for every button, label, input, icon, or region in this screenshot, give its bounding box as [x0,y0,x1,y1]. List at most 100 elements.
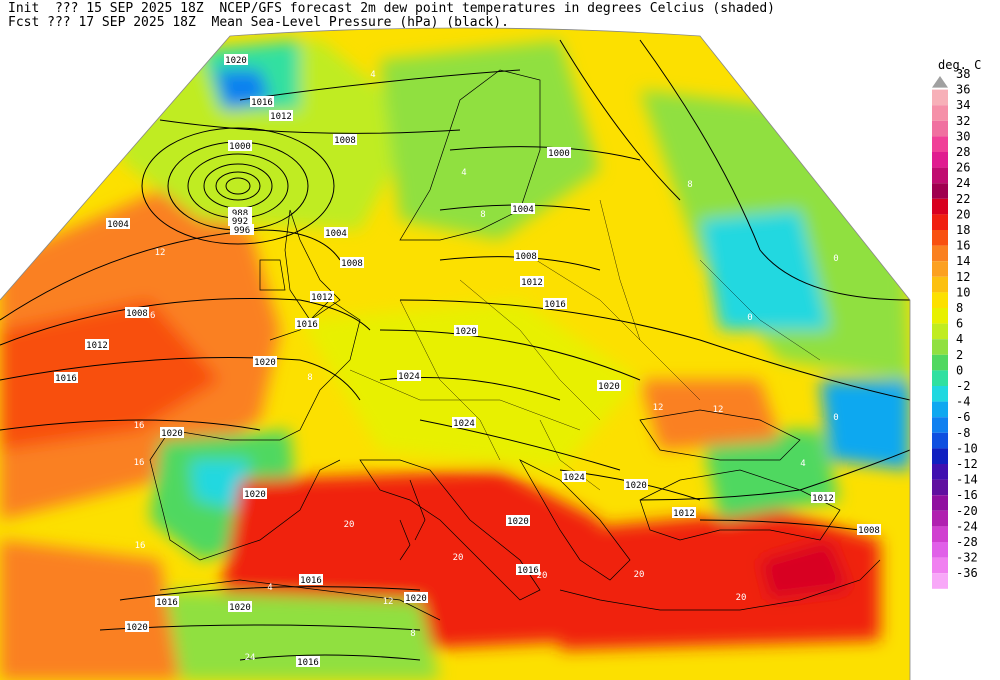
isobar-label: 1020 [126,623,148,633]
country-borders [349,199,821,491]
legend-label: -12 [956,457,978,471]
dewpoint-contour-label: 16 [135,541,146,551]
isobar-label: 1004 [512,205,534,215]
legend-swatch [932,510,948,527]
legend-swatch [932,292,948,308]
isobar-label-bg [106,218,130,229]
dewpoint-contour-label: 20 [537,571,548,581]
isobar-label-bg [452,417,476,428]
legend-label: 34 [956,98,970,112]
isobar-label: 1020 [405,594,427,604]
legend-label: 14 [956,254,970,268]
isobar-label-bg [125,307,149,318]
isobar-label: 1012 [86,341,108,351]
legend-label: -20 [956,504,978,518]
isobar-label: 1016 [55,374,77,384]
legend-top-arrow [932,76,948,88]
atlantic-red-region [0,300,220,450]
isobar-label-bg [514,250,538,261]
legend-label: -2 [956,379,970,393]
isobar-label: 996 [234,226,250,236]
isobar-label-bg [85,339,109,350]
legend-label: 20 [956,207,970,221]
isobar-label: 1020 [225,56,247,66]
legend-swatch [932,386,948,402]
legend-label: 6 [956,317,963,331]
legend-label: 32 [956,114,970,128]
map-frame [0,27,911,680]
legend-swatch [932,495,948,511]
legend-swatch [932,276,948,293]
legend-label: -6 [956,410,970,424]
north-africa-green [140,590,440,680]
anatolia-green [700,430,840,520]
black-sea-orange [640,380,780,450]
legend-swatch [932,261,948,277]
isobar-label: 1012 [521,278,543,288]
legend-swatch [932,323,948,340]
dewpoint-contour-label: 0 [833,254,838,264]
isobar-label: 1016 [300,576,322,586]
isobar-label: 1016 [517,566,539,576]
dewpoint-contour-label: 8 [687,180,692,190]
coastlines [149,69,881,621]
isobar-label-bg [228,601,252,612]
dewpoint-contour-label: 12 [713,405,724,415]
dewpoint-labels: 4 8 4 0 8 12 12 16 16 16 12 8 4 0 20 20 20 16 12 8 4 0 20 24 20 [134,70,839,663]
legend-label: -32 [956,551,978,565]
legend-swatch [932,432,948,449]
legend-label: -8 [956,426,970,440]
legend-swatch [932,464,948,480]
header-line-fcst: Fcst ??? 17 SEP 2025 18Z Mean Sea-Level … [8,15,509,30]
isobar-label: 1012 [673,509,695,519]
isobar-label-bg [404,592,428,603]
legend-label: 28 [956,145,970,159]
levant-deep-red [760,540,850,600]
dewpoint-contour-label: 0 [747,313,752,323]
isobar-label-bg [857,524,881,535]
legend-label: 18 [956,223,970,237]
isobar-label-bg [253,356,277,367]
legend-label: 16 [956,239,970,253]
caucasus-blue [820,380,910,470]
isobar-label: 1012 [270,112,292,122]
legend-swatch [932,417,948,433]
dewpoint-contour-label: 12 [155,248,166,258]
russia-cyan [700,210,830,330]
isobar-label-bg [543,298,567,309]
isobar-label-bg [125,621,149,632]
legend-swatch [932,370,948,386]
dewpoint-contour-label: 20 [344,520,355,530]
isobar-label: 1000 [548,149,570,159]
isobar-label: 1016 [296,320,318,330]
north-atlantic-green [120,40,420,230]
isobar-label: 1020 [229,603,251,613]
legend-label: 38 [956,67,970,81]
isobar-label: 1008 [126,309,148,319]
legend-swatch [932,448,948,464]
legend-label: 4 [956,332,963,346]
isobar-label-bg [397,370,421,381]
isobar-label: 1008 [334,136,356,146]
legend-scale: 38363432302826242220181614121086420-2-4-… [932,67,978,589]
legend-label: -36 [956,566,978,580]
central-europe-yellow [300,300,640,470]
legend-swatch [932,479,948,496]
legend-label: 36 [956,83,970,97]
dewpoint-contour-label: 20 [453,553,464,563]
isobar-label-bg [624,479,648,490]
dewpoint-contour-label: 24 [245,653,256,663]
isobar-label: 1020 [507,517,529,527]
isobar-label: 1020 [625,481,647,491]
dewpoint-contour-label: 16 [134,421,145,431]
isobar-label-bg [811,492,835,503]
isobar-label-bg [672,507,696,518]
isobar-label: 988 [232,209,248,219]
isobar-label: 1008 [858,526,880,536]
isobar-label-bg [224,54,248,65]
legend-label: -10 [956,441,978,455]
isobar-label: 1000 [229,142,251,152]
isobar-label: 992 [232,217,248,227]
isobar-label-bg [506,515,530,526]
